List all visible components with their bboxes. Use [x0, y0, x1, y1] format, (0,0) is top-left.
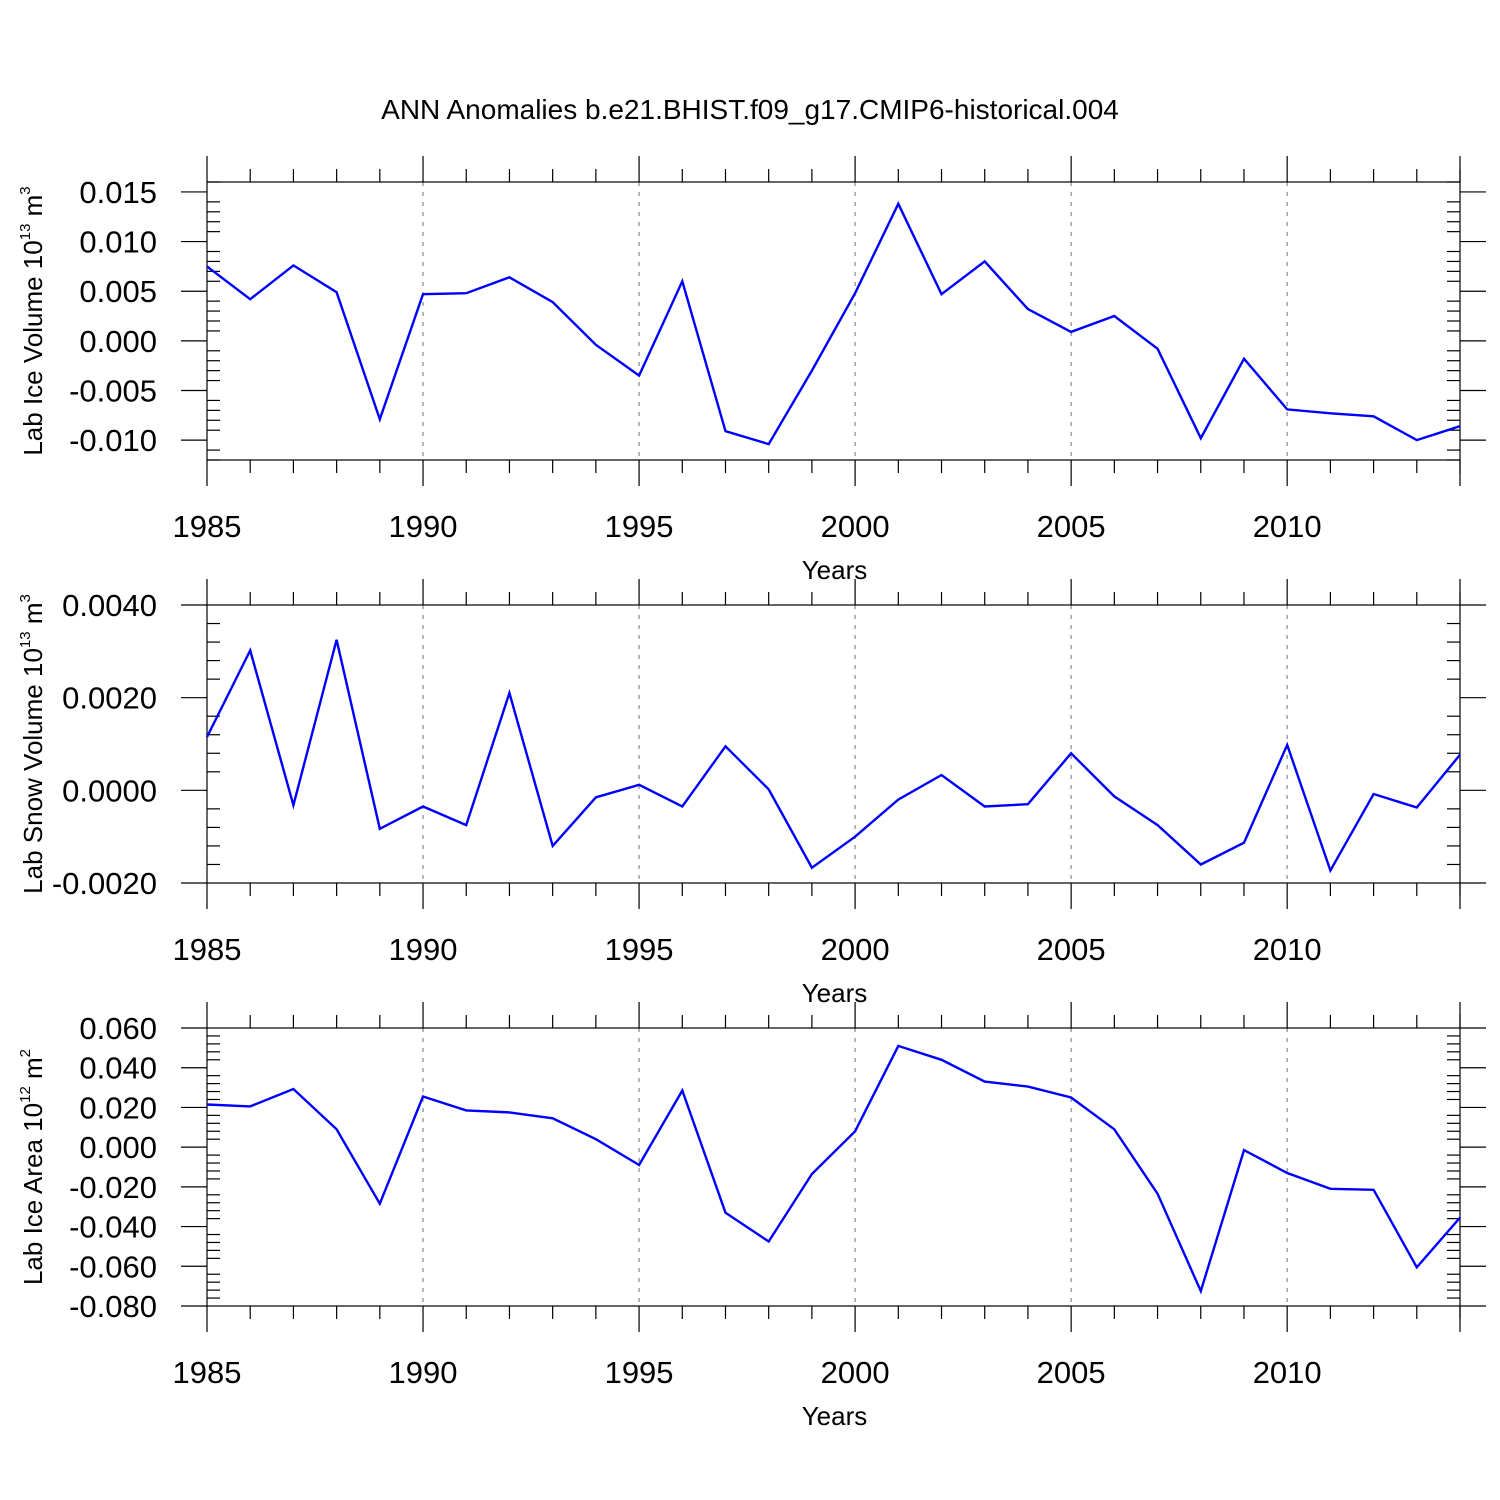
y-tick-label: -0.080: [69, 1289, 157, 1324]
panel-lab-snow-volume: -0.0020 0.0000 0.0020 0.0040 1985 1990 1995 200…: [17, 579, 1486, 1008]
chart-title: ANN Anomalies b.e21.BHIST.f09_g17.CMIP6-…: [381, 94, 1119, 125]
x-tick-label: 2005: [1037, 1355, 1106, 1390]
y-tick-label: 0.000: [79, 324, 157, 359]
y-axis-label: Lab Ice Volume 1013 m3: [17, 186, 48, 455]
y-tick-label: 0.060: [79, 1011, 157, 1046]
x-axis-label: Years: [802, 555, 868, 585]
y-tick-label: 0.0000: [62, 773, 157, 808]
y-tick-label: 0.0040: [62, 588, 157, 623]
x-axis-label: Years: [802, 978, 868, 1008]
x-tick-label: 1995: [605, 1355, 674, 1390]
y-axis-label: Lab Snow Volume 1013 m3: [17, 594, 48, 894]
y-tick-label: -0.020: [69, 1170, 157, 1205]
x-tick-label: 1985: [173, 932, 242, 967]
x-tick-label: 2010: [1253, 509, 1322, 544]
x-tick-label: 2000: [821, 1355, 890, 1390]
y-tick-label: -0.060: [69, 1249, 157, 1284]
y-tick-label: 0.000: [79, 1130, 157, 1165]
x-tick-label: 2005: [1037, 932, 1106, 967]
y-tick-label: 0.005: [79, 274, 157, 309]
plot-frame: [206, 604, 1461, 884]
x-tick-label: 2010: [1253, 932, 1322, 967]
x-tick-label: 1990: [389, 1355, 458, 1390]
y-tick-label: -0.005: [69, 374, 157, 409]
x-tick-label: 2000: [821, 932, 890, 967]
x-tick-label: 2010: [1253, 1355, 1322, 1390]
series-line: [205, 639, 1461, 874]
y-tick-label: 0.010: [79, 225, 157, 260]
y-tick-label: 0.015: [79, 175, 157, 210]
panel-lab-ice-volume: -0.010 -0.005 0.000 0.005 0.010 0.015 1985 1990…: [17, 156, 1486, 585]
x-tick-label: 1985: [173, 509, 242, 544]
x-tick-label: 1985: [173, 1355, 242, 1390]
panel-lab-ice-area: -0.080 -0.060 -0.040 -0.020 0.000 0.020 0.040 0…: [17, 1002, 1486, 1431]
x-axis-label: Years: [802, 1401, 868, 1431]
x-tick-label: 1995: [605, 509, 674, 544]
x-tick-label: 1995: [605, 932, 674, 967]
plot-frame: [206, 1027, 1461, 1307]
y-tick-label: -0.040: [69, 1210, 157, 1245]
x-tick-label: 1990: [389, 932, 458, 967]
y-tick-label: 0.0020: [62, 681, 157, 716]
y-tick-label: -0.010: [69, 423, 157, 458]
y-tick-label: 0.040: [79, 1051, 157, 1086]
y-tick-label: -0.0020: [52, 866, 157, 901]
x-tick-label: 2005: [1037, 509, 1106, 544]
series-line: [206, 1044, 1461, 1295]
y-axis-label: Lab Ice Area 1012 m2: [17, 1049, 48, 1285]
x-tick-label: 2000: [821, 509, 890, 544]
x-tick-label: 1990: [389, 509, 458, 544]
plot-frame: [206, 181, 1461, 461]
series-line: [206, 201, 1461, 446]
y-tick-label: 0.020: [79, 1090, 157, 1125]
